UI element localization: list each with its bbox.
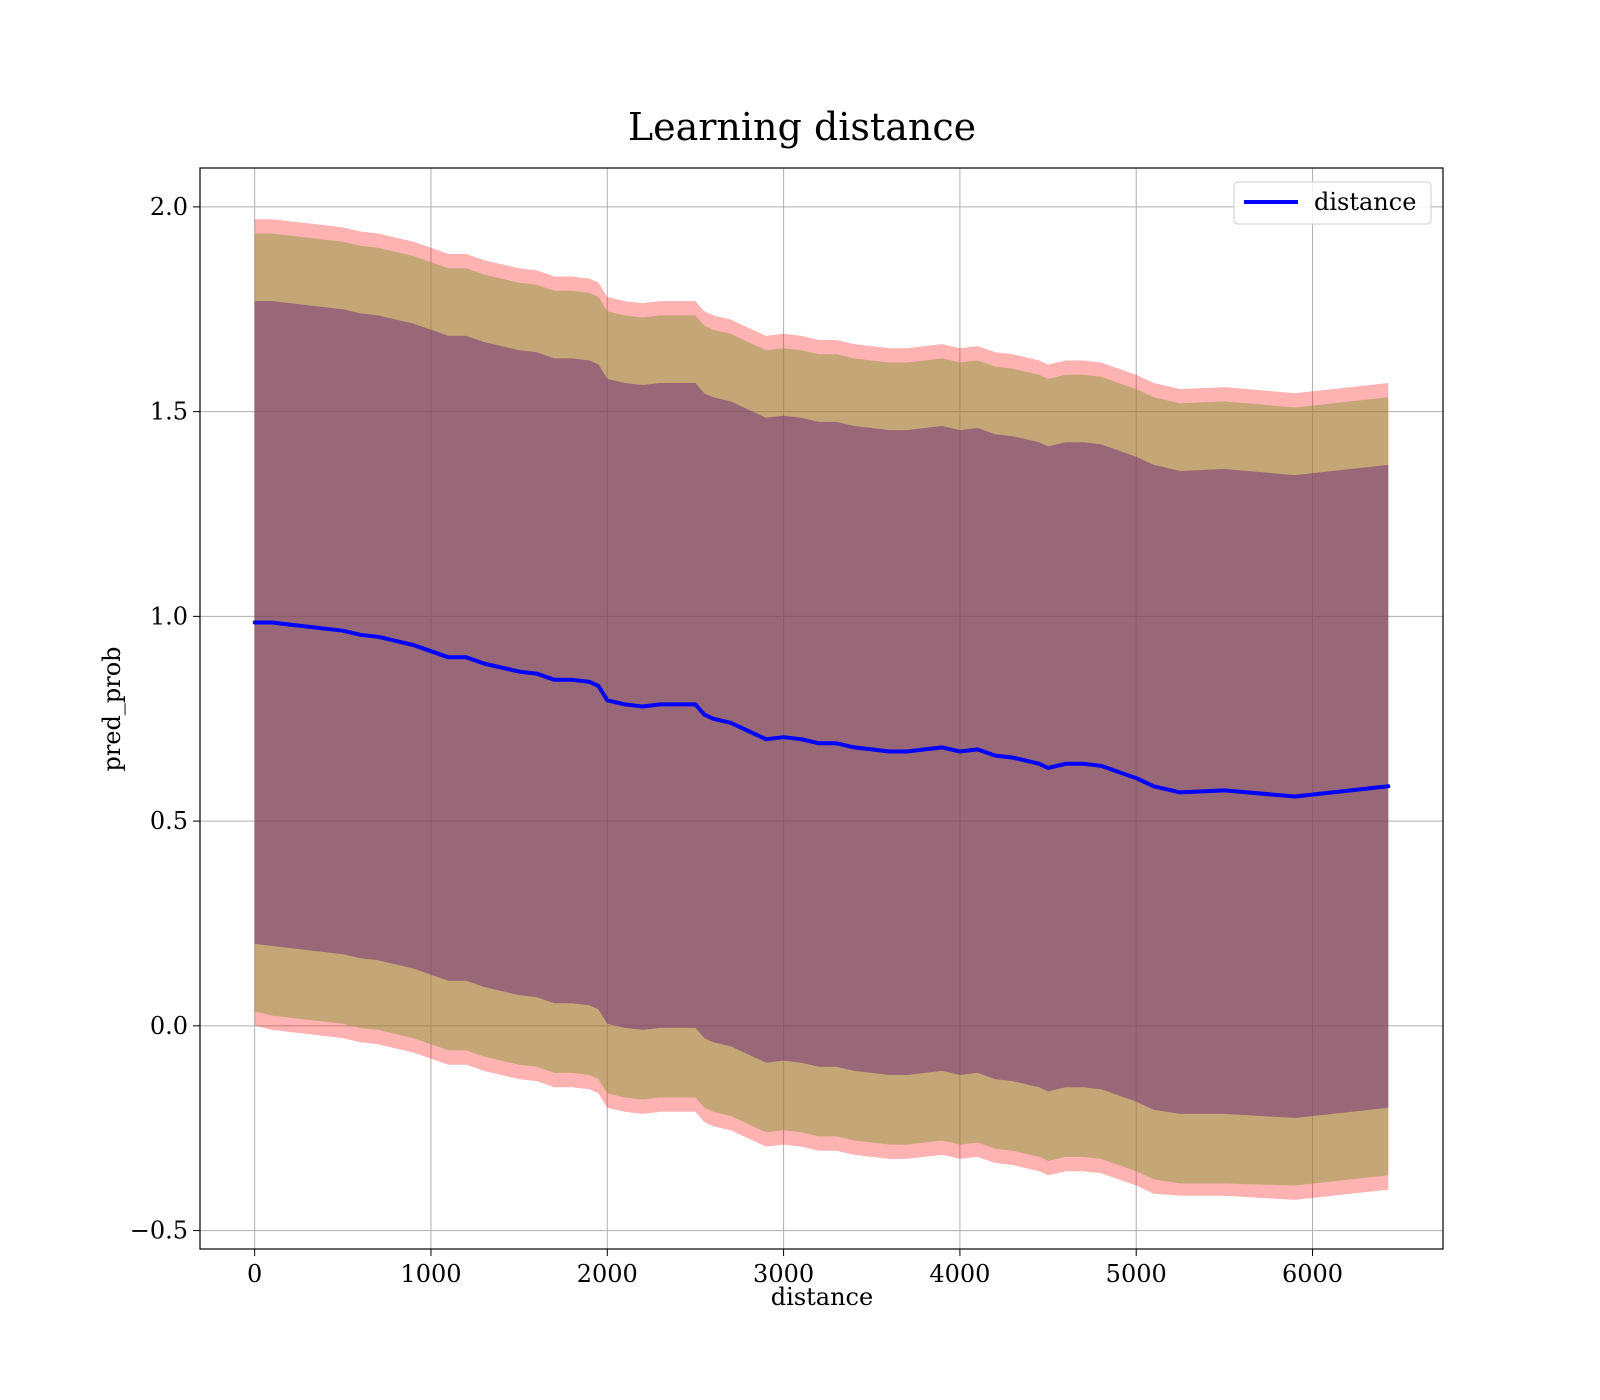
y-tick-label: −0.5 <box>130 1217 188 1245</box>
x-axis-ticks: 0 1000 2000 3000 4000 5000 6000 <box>247 1249 1343 1288</box>
legend: distance <box>1233 181 1432 225</box>
axes-frame <box>199 167 1444 1250</box>
y-axis-label: pred_prob <box>98 646 126 771</box>
x-tick-label: 6000 <box>1282 1260 1343 1288</box>
y-axis-ticks: −0.5 0.0 0.5 1.0 1.5 2.0 <box>130 193 200 1245</box>
x-tick-label: 3000 <box>753 1260 814 1288</box>
y-tick-label: 1.5 <box>150 398 188 426</box>
plot-area <box>199 167 1444 1250</box>
x-tick-label: 0 <box>247 1260 262 1288</box>
x-tick-label: 4000 <box>929 1260 990 1288</box>
confidence-bands <box>254 219 1389 1200</box>
x-tick-label: 2000 <box>577 1260 638 1288</box>
x-axis-label: distance <box>771 1283 873 1311</box>
y-tick-label: 0.0 <box>150 1012 188 1040</box>
series-line-distance <box>252 620 1391 799</box>
y-tick-label: 1.0 <box>150 602 188 630</box>
y-tick-label: 0.5 <box>150 807 188 835</box>
y-tick-label: 2.0 <box>150 193 188 221</box>
legend-label-distance: distance <box>1314 188 1416 216</box>
band-inner <box>254 301 1389 1119</box>
x-tick-label: 1000 <box>400 1260 461 1288</box>
chart-title: Learning distance <box>628 105 976 149</box>
legend-box <box>1233 181 1432 225</box>
series-lines <box>252 620 1391 799</box>
x-tick-label: 5000 <box>1106 1260 1167 1288</box>
